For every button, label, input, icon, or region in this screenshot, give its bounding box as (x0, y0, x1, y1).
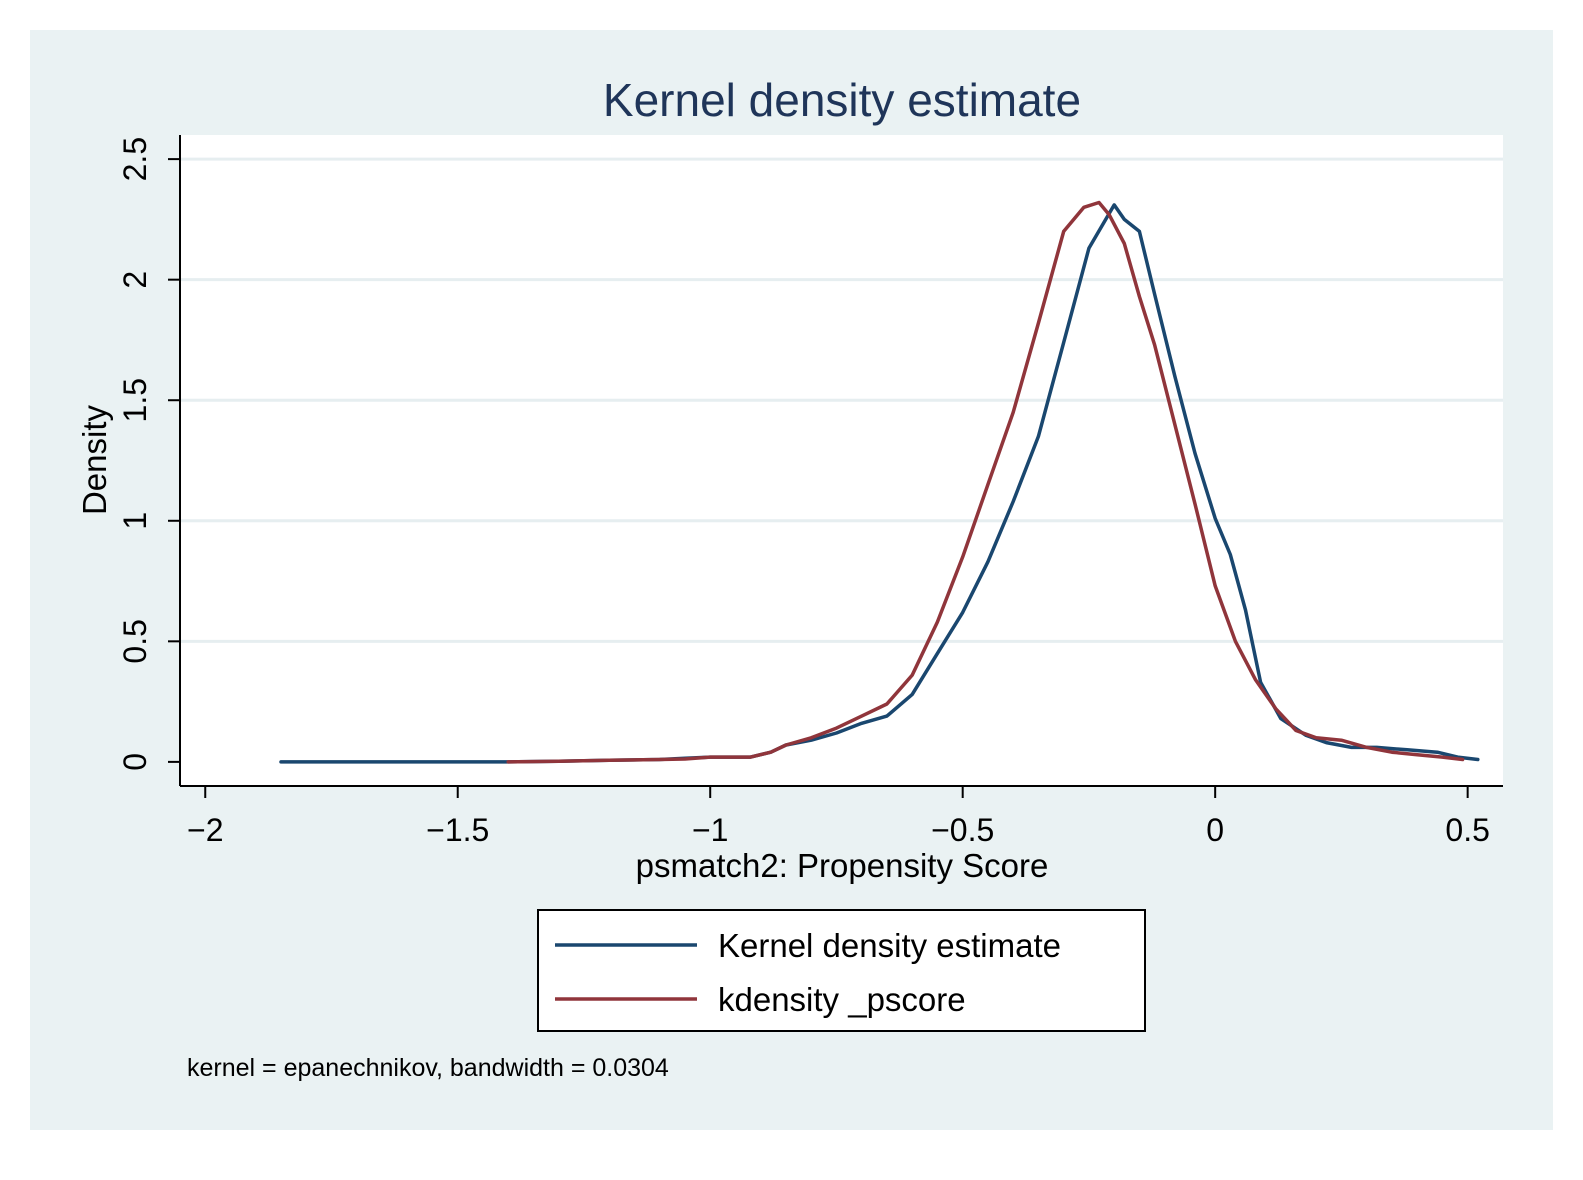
y-tick-label-3: 1.5 (117, 378, 153, 422)
x-tick-label-0: −2 (187, 812, 223, 848)
series-layer (279, 200, 1480, 764)
legend-label-kdensity-pscore: kdensity _pscore (718, 981, 966, 1018)
y-tick-label-0: 0 (117, 753, 153, 771)
chart-note: kernel = epanechnikov, bandwidth = 0.030… (187, 1054, 669, 1082)
grid-lines (181, 157, 1503, 643)
x-tick-label-2: −1 (692, 812, 728, 848)
plot-area (180, 135, 1503, 786)
x-axis-label: psmatch2: Propensity Score (636, 847, 1049, 884)
x-tick-label-5: 0.5 (1445, 812, 1489, 848)
y-axis-label: Density (76, 404, 113, 515)
y-tick-label-2: 1 (117, 512, 153, 530)
legend-label-kernel-density-estimate: Kernel density estimate (718, 927, 1061, 964)
legend: Kernel density estimate kdensity _pscore (537, 909, 1146, 1032)
series-line-kdensity-pscore (506, 200, 1465, 764)
y-tick-label-4: 2 (117, 271, 153, 289)
x-tick-label-4: 0 (1206, 812, 1224, 848)
x-tick-label-3: −0.5 (931, 812, 994, 848)
chart-title: Kernel density estimate (603, 74, 1081, 126)
y-tick-label-1: 0.5 (117, 619, 153, 663)
x-axis-ticks: −2 −1.5 −1 −0.5 0 0.5 (187, 786, 1490, 848)
y-tick-label-5: 2.5 (117, 137, 153, 181)
legend-box (537, 909, 1146, 1032)
x-tick-label-1: −1.5 (426, 812, 489, 848)
y-axis-ticks: 0 0.5 1 1.5 2 2.5 (117, 137, 180, 771)
